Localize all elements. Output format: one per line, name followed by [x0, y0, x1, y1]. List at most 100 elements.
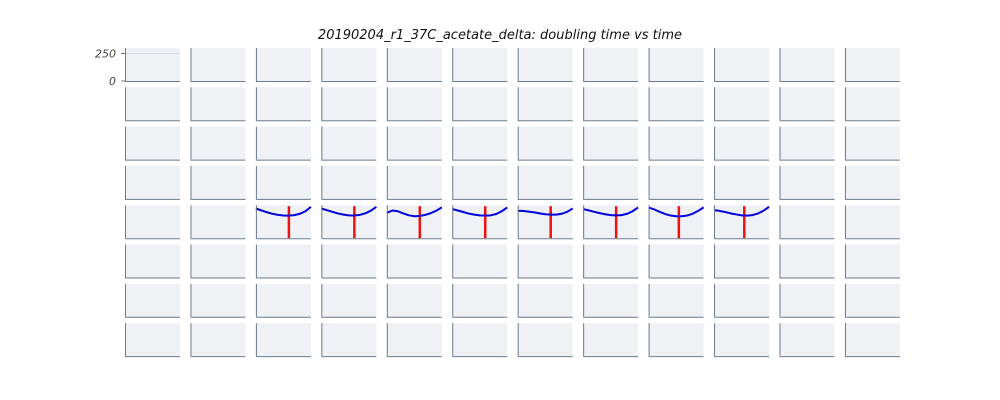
- panel-background: [190, 205, 246, 239]
- panel-r3-c2: [255, 165, 311, 200]
- panel-r4-c2: [255, 205, 312, 240]
- panel-r7-c7: [583, 323, 639, 358]
- panel-background: [648, 283, 704, 317]
- panel-background: [844, 323, 900, 357]
- panel-r3-c6: [517, 165, 573, 200]
- panel-r1-c4: [386, 87, 442, 122]
- panel-r3-c4: [386, 165, 442, 200]
- panel-background: [583, 126, 639, 160]
- panel-r6-c10: [779, 283, 835, 318]
- panel-r6-c11: [844, 283, 900, 318]
- doubling-time-curve: [255, 206, 312, 217]
- panel-background: [255, 126, 311, 160]
- panel-r7-c8: [648, 323, 704, 358]
- panel-background: [386, 48, 442, 81]
- panel-background: [321, 323, 377, 357]
- panel-r4-c3: [321, 205, 377, 240]
- panel-background: [452, 87, 508, 121]
- panel-r4-c11: [844, 205, 900, 240]
- panel-background: [779, 165, 835, 199]
- panel-background: [255, 48, 311, 81]
- panel-background: [517, 323, 573, 357]
- panel-background: [648, 323, 704, 357]
- panel-background: [714, 165, 770, 199]
- panel-r1-c7: [583, 87, 639, 122]
- panel-r6-c3: [321, 283, 377, 318]
- panel-background: [517, 165, 573, 199]
- panel-r5-c5: [452, 244, 508, 279]
- panel-r6-c2: [255, 283, 311, 318]
- panel-r0-c6: [517, 48, 573, 82]
- panel-background: [321, 165, 377, 199]
- panel-r2-c8: [648, 126, 704, 161]
- panel-background: [190, 165, 246, 199]
- panel-r5-c6: [517, 244, 573, 279]
- panel-background: [255, 87, 311, 121]
- panel-background: [714, 48, 770, 81]
- panel-r5-c0: [125, 244, 180, 279]
- doubling-time-curve: [386, 206, 443, 218]
- panel-r0-c0: [121, 48, 180, 82]
- panel-r7-c1: [190, 323, 246, 358]
- panel-r4-c0: [125, 205, 180, 240]
- panel-background: [255, 244, 311, 278]
- panel-r0-c3: [321, 48, 377, 82]
- panel-background: [583, 244, 639, 278]
- panel-r3-c8: [648, 165, 704, 200]
- panel-r1-c10: [779, 87, 835, 122]
- panel-r7-c11: [844, 323, 900, 358]
- panel-r6-c0: [125, 283, 180, 318]
- panel-background: [452, 323, 508, 357]
- panel-r7-c10: [779, 323, 835, 358]
- panel-background: [386, 283, 442, 317]
- panel-background: [779, 87, 835, 121]
- panel-background: [779, 205, 835, 239]
- panel-background: [648, 87, 704, 121]
- panel-background: [779, 244, 835, 278]
- panel-r4-c10: [779, 205, 835, 240]
- panel-background: [190, 87, 246, 121]
- panel-background: [125, 244, 180, 278]
- panel-background: [844, 283, 900, 317]
- panel-r1-c1: [190, 87, 246, 122]
- panel-background: [386, 244, 442, 278]
- panel-background: [714, 205, 770, 239]
- panel-r2-c9: [714, 126, 770, 161]
- panel-background: [125, 126, 180, 160]
- panel-background: [517, 87, 573, 121]
- panel-background: [714, 244, 770, 278]
- panel-background: [125, 323, 180, 357]
- panel-r1-c9: [714, 87, 770, 122]
- panel-r0-c10: [779, 48, 835, 82]
- panel-r1-c6: [517, 87, 573, 122]
- panel-background: [125, 87, 180, 121]
- panel-background: [125, 205, 180, 239]
- panel-background: [714, 283, 770, 317]
- panel-r0-c1: [190, 48, 246, 82]
- panel-background: [844, 87, 900, 121]
- panel-r1-c0: [125, 87, 180, 122]
- panel-background: [583, 283, 639, 317]
- panel-r1-c11: [844, 87, 900, 122]
- panel-r6-c6: [517, 283, 573, 318]
- panel-r1-c3: [321, 87, 377, 122]
- panel-background: [386, 323, 442, 357]
- panel-background: [517, 126, 573, 160]
- doubling-time-curve: [517, 207, 574, 216]
- panel-r0-c8: [648, 48, 704, 82]
- panel-background: [255, 205, 311, 239]
- panel-background: [648, 165, 704, 199]
- panel-background: [714, 87, 770, 121]
- panel-background: [517, 205, 573, 239]
- panel-r1-c2: [255, 87, 311, 122]
- doubling-time-curve: [451, 206, 508, 217]
- panel-background: [386, 165, 442, 199]
- panel-background: [255, 283, 311, 317]
- panel-r0-c7: [583, 48, 639, 82]
- panel-background: [255, 165, 311, 199]
- y-axis: 250 0: [95, 48, 116, 89]
- panel-r3-c10: [779, 165, 835, 200]
- panel-background: [779, 283, 835, 317]
- panel-background: [386, 126, 442, 160]
